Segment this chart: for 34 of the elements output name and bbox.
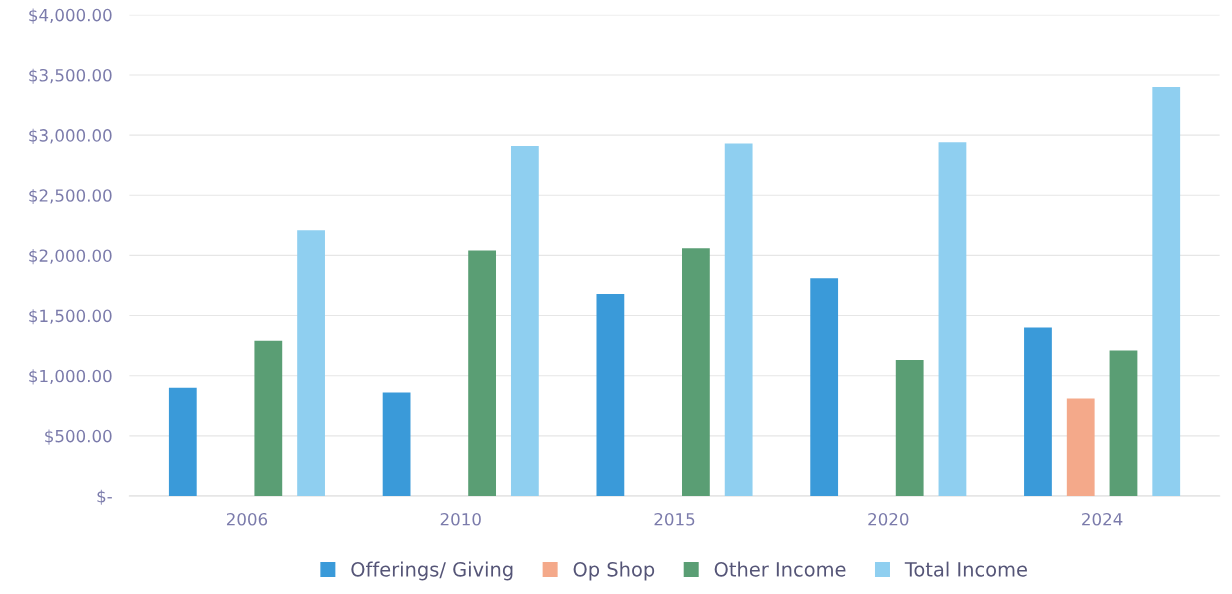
bar	[254, 340, 283, 496]
bar	[895, 360, 924, 496]
y-tick-label: $4,000.00	[29, 8, 112, 24]
bar	[1109, 350, 1138, 496]
y-tick-label: $3,500.00	[29, 68, 112, 84]
bar	[468, 250, 497, 496]
legend-label: Total Income	[904, 561, 1027, 577]
legend-label: Op Shop	[573, 561, 655, 581]
legend-label: Other Income	[714, 561, 846, 577]
x-tick-label: 2024	[1082, 512, 1123, 526]
bar	[724, 143, 753, 496]
bar	[510, 145, 539, 496]
y-tick-label: $-	[97, 489, 112, 505]
y-tick-label: $2,000.00	[29, 249, 112, 265]
bar	[682, 248, 710, 496]
x-tick-label: 2015	[654, 512, 695, 526]
y-tick-label: $3,000.00	[29, 128, 112, 144]
y-tick-label: $1,500.00	[29, 309, 112, 325]
y-tick-label: $2,500.00	[29, 188, 112, 205]
y-tick-label: $500.00	[45, 429, 112, 445]
bar	[297, 230, 325, 496]
y-tick-label: $1,000.00	[29, 369, 112, 385]
x-tick-label: 2006	[226, 512, 268, 526]
bar	[1066, 398, 1095, 496]
bar	[382, 392, 411, 496]
x-tick-label: 2020	[868, 512, 909, 526]
bar	[1152, 87, 1181, 496]
bar	[810, 278, 839, 496]
legend-label: Offerings/ Giving	[351, 561, 513, 581]
bar	[168, 387, 197, 496]
bar	[596, 293, 625, 496]
x-tick-label: 2010	[440, 512, 481, 526]
bar	[938, 142, 967, 496]
bar	[1024, 327, 1052, 496]
